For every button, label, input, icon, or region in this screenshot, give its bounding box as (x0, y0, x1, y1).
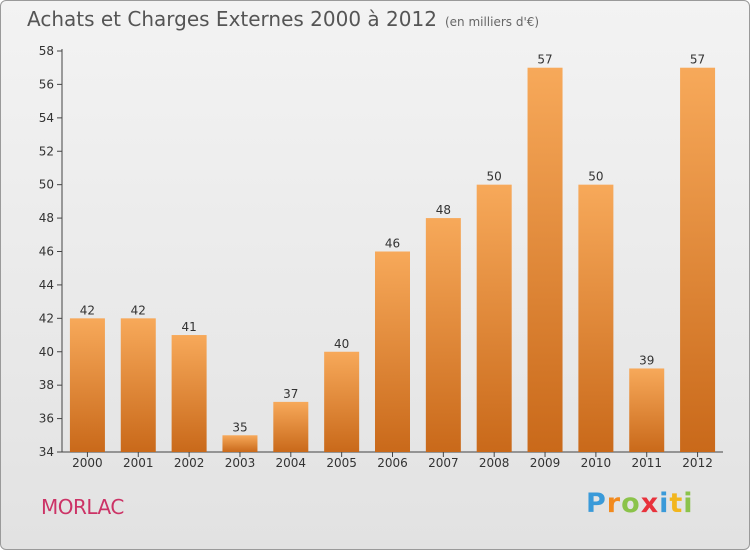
data-label: 57 (690, 53, 705, 67)
x-tick-label: 2012 (682, 456, 713, 470)
bar (578, 184, 614, 452)
bar (324, 351, 360, 452)
data-label: 35 (232, 420, 247, 434)
x-tick-label: 2003 (225, 456, 256, 470)
bar (527, 67, 563, 452)
x-tick-label: 2010 (581, 456, 612, 470)
logo-letter: t (669, 488, 684, 519)
data-label: 50 (588, 170, 603, 184)
data-label: 50 (487, 170, 502, 184)
logo-letter: o (621, 488, 641, 519)
x-tick-label: 2006 (377, 456, 408, 470)
proxiti-logo: Proxiti (586, 488, 694, 519)
data-label: 37 (283, 387, 298, 401)
data-label: 41 (181, 320, 196, 334)
logo-letter: r (606, 488, 622, 519)
y-tick-label: 58 (39, 44, 54, 58)
data-label: 42 (80, 303, 95, 317)
y-tick-label: 40 (39, 345, 54, 359)
x-tick-label: 2000 (72, 456, 103, 470)
logo-letter: x (640, 488, 660, 519)
x-tick-label: 2004 (276, 456, 307, 470)
bar (273, 401, 309, 452)
y-tick-label: 38 (39, 378, 54, 392)
bar (69, 318, 105, 452)
town-name: MORLAC (41, 495, 124, 519)
x-tick-label: 2007 (428, 456, 459, 470)
y-tick-label: 36 (39, 412, 54, 426)
data-label: 48 (436, 203, 451, 217)
y-tick-label: 48 (39, 211, 54, 225)
y-tick-label: 50 (39, 178, 54, 192)
bar (629, 368, 665, 452)
logo-letter: i (659, 488, 670, 519)
y-tick-label: 34 (39, 445, 54, 459)
bar (120, 318, 156, 452)
data-label: 57 (537, 53, 552, 67)
data-label: 46 (385, 237, 400, 251)
data-label: 42 (131, 303, 146, 317)
x-tick-label: 2011 (631, 456, 662, 470)
bar (680, 67, 716, 452)
bar (222, 435, 258, 452)
x-tick-label: 2005 (326, 456, 357, 470)
chart-subtitle: (en milliers d'€) (444, 15, 540, 29)
chart-title: Achats et Charges Externes 2000 à 2012 (e… (27, 7, 539, 31)
y-tick-label: 46 (39, 245, 54, 259)
y-tick-label: 42 (39, 311, 54, 325)
x-tick-label: 2001 (123, 456, 154, 470)
y-tick-label: 54 (39, 111, 54, 125)
chart-title-text: Achats et Charges Externes 2000 à 2012 (27, 7, 437, 31)
x-tick-label: 2002 (174, 456, 205, 470)
y-tick-label: 44 (39, 278, 54, 292)
logo-letter: P (586, 488, 607, 519)
bar (476, 184, 512, 452)
data-label: 40 (334, 337, 349, 351)
y-tick-label: 56 (39, 77, 54, 91)
data-label: 39 (639, 353, 654, 367)
y-tick-label: 52 (39, 144, 54, 158)
bar (425, 218, 461, 452)
bar (375, 251, 410, 452)
x-tick-label: 2008 (479, 456, 510, 470)
bar (171, 335, 207, 452)
logo-letter: i (683, 488, 694, 519)
x-tick-label: 2009 (530, 456, 561, 470)
